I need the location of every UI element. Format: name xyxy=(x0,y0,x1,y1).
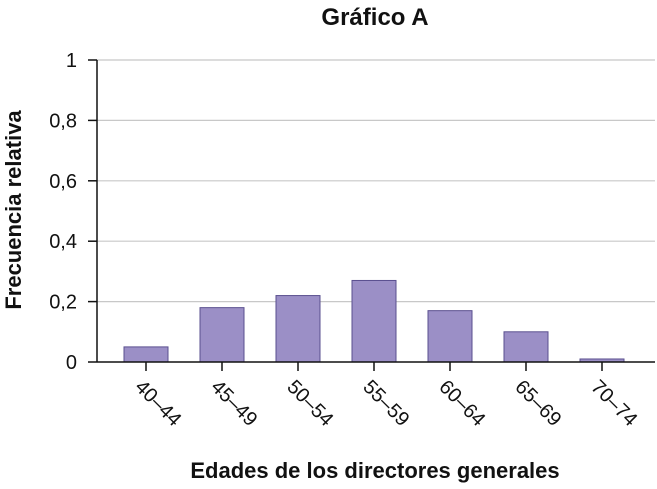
y-tick-label: 0,2 xyxy=(49,292,77,314)
x-tick-label: 55–59 xyxy=(358,376,413,431)
bar-40–44 xyxy=(123,346,169,363)
axes xyxy=(88,59,655,371)
x-tick-label: 40–44 xyxy=(130,376,185,431)
x-tick-label: 45–49 xyxy=(206,376,261,431)
bars xyxy=(123,279,625,363)
bar-45–49 xyxy=(199,307,245,363)
y-tick-label: 1 xyxy=(66,50,77,72)
bar-55–59 xyxy=(351,279,397,363)
y-tick-label: 0,8 xyxy=(49,110,77,132)
y-tick-labels: 0 0,2 0,4 0,6 0,8 1 xyxy=(49,50,77,374)
y-axis-label: Frecuencia relativa xyxy=(1,110,26,310)
bar-65–69 xyxy=(503,331,549,363)
x-tick-label: 65–69 xyxy=(510,376,565,431)
y-tick-label: 0,4 xyxy=(49,231,77,253)
x-tick-labels: 40–44 45–49 50–54 55–59 60–64 65–69 70–74 xyxy=(130,376,641,431)
chart-title: Gráfico A xyxy=(321,4,428,31)
x-tick-label: 70–74 xyxy=(586,376,641,431)
bar-60–64 xyxy=(427,310,473,363)
grid-lines xyxy=(97,59,655,303)
x-tick-label: 50–54 xyxy=(282,376,337,431)
x-tick-label: 60–64 xyxy=(434,376,489,431)
bar-50–54 xyxy=(275,295,321,363)
y-tick-label: 0,6 xyxy=(49,171,77,193)
y-tick-label: 0 xyxy=(66,352,77,374)
x-axis-label: Edades de los directores generales xyxy=(190,458,559,483)
